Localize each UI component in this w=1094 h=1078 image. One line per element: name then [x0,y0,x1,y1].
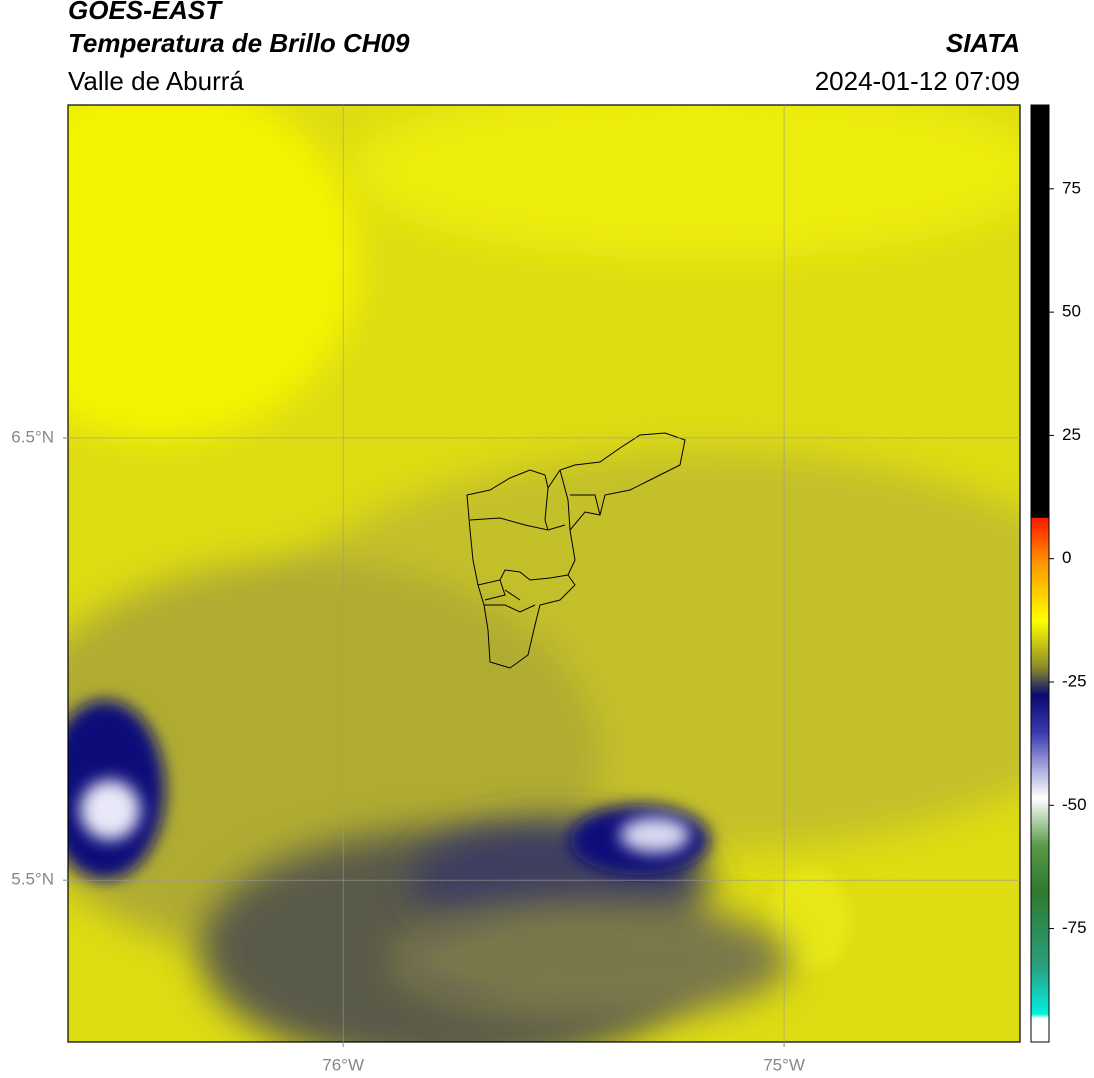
title: GOES-EAST [68,0,223,25]
x-tick-label: 75°W [763,1055,805,1074]
colorbar-label: -50 [1062,795,1087,814]
colorbar-label: 25 [1062,425,1081,444]
municipal-boundaries [466,432,686,669]
datetime: 2024-01-12 07:09 [815,66,1020,96]
colorbar-label: -75 [1062,918,1087,937]
subtitle: Temperatura de Brillo CH09 [68,28,410,58]
satellite-field [68,105,1020,1042]
colorbar-label: -25 [1062,671,1087,690]
colorbar-label: 75 [1062,178,1081,197]
y-tick-label: 6.5°N [11,427,54,446]
y-tick-label: 5.5°N [11,870,54,889]
map-frame [67,104,1021,1043]
colorbar-label: 0 [1062,548,1071,567]
colorbar [1030,104,1050,1043]
colorbar-label: 50 [1062,302,1081,321]
x-tick-label: 76°W [322,1055,364,1074]
source: SIATA [946,28,1020,58]
region: Valle de Aburrá [68,66,244,96]
